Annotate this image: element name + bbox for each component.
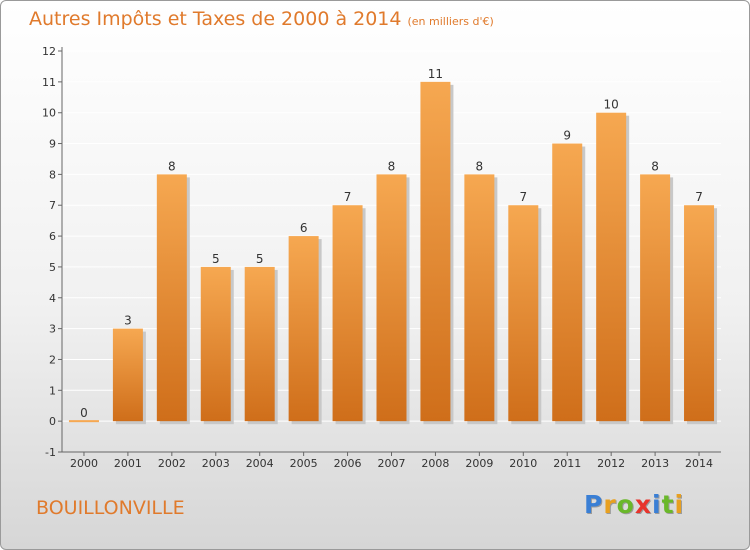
logo-letter: t <box>661 490 675 519</box>
y-tick-label: 11 <box>42 76 56 89</box>
data-label: 8 <box>168 159 176 173</box>
y-tick-label: 7 <box>49 199 56 212</box>
y-tick-label: 8 <box>49 168 56 181</box>
data-label: 7 <box>695 190 703 204</box>
y-tick-label: 6 <box>49 230 56 243</box>
bar <box>596 112 627 422</box>
data-label: 9 <box>563 129 571 143</box>
bar <box>200 266 231 422</box>
data-label: 6 <box>300 221 308 235</box>
chart-subtitle: (en milliers d'€) <box>407 15 494 28</box>
x-tick-label: 2010 <box>509 457 537 470</box>
x-tick-label: 2009 <box>465 457 493 470</box>
logo-letter: i <box>652 490 662 519</box>
commune-name: BOUILLONVILLE <box>36 497 185 519</box>
y-tick-label: -1 <box>45 446 56 459</box>
bar <box>68 420 99 423</box>
bar <box>156 174 187 422</box>
logo-letter: P <box>584 490 604 519</box>
y-tick-label: 9 <box>49 138 56 151</box>
data-label: 5 <box>212 252 220 266</box>
x-tick-label: 2007 <box>378 457 406 470</box>
bar <box>684 205 715 422</box>
y-tick-label: 2 <box>49 353 56 366</box>
data-label: 8 <box>651 159 659 173</box>
data-label: 8 <box>476 159 484 173</box>
data-label: 0 <box>80 406 88 420</box>
x-tick-label: 2008 <box>421 457 449 470</box>
y-tick-label: 10 <box>42 107 56 120</box>
bar <box>552 143 583 422</box>
bar <box>464 174 495 422</box>
data-label: 8 <box>388 159 396 173</box>
x-tick-label: 2006 <box>334 457 362 470</box>
proxiti-logo: Proxiti <box>584 490 684 519</box>
chart-title-text: Autres Impôts et Taxes de 2000 à 2014 <box>29 8 402 30</box>
chart-title: Autres Impôts et Taxes de 2000 à 2014 (en… <box>29 8 494 30</box>
y-tick-label: 4 <box>49 292 56 305</box>
bar <box>508 205 539 422</box>
data-label: 10 <box>604 98 619 112</box>
x-tick-label: 2003 <box>202 457 230 470</box>
y-tick-label: 1 <box>49 384 56 397</box>
bar <box>288 236 319 422</box>
x-tick-label: 2005 <box>290 457 318 470</box>
x-tick-label: 2000 <box>70 457 98 470</box>
x-tick-label: 2011 <box>553 457 581 470</box>
logo-letter: r <box>603 490 617 519</box>
bar <box>112 328 143 422</box>
logo-letter: i <box>674 490 685 519</box>
y-tick-label: 12 <box>42 45 56 58</box>
x-tick-label: 2014 <box>685 457 713 470</box>
data-label: 3 <box>124 314 132 328</box>
y-tick-label: 0 <box>49 415 56 428</box>
x-tick-label: 2013 <box>641 457 669 470</box>
data-label: 7 <box>344 190 352 204</box>
bar <box>332 205 363 422</box>
data-label: 11 <box>428 67 443 81</box>
bar <box>244 266 275 422</box>
bar <box>420 81 451 422</box>
data-label: 5 <box>256 252 264 266</box>
logo-letter: x <box>634 490 652 519</box>
x-tick-label: 2012 <box>597 457 625 470</box>
bar <box>640 174 671 422</box>
x-tick-label: 2002 <box>158 457 186 470</box>
bar <box>376 174 407 422</box>
logo-letter: o <box>616 490 635 519</box>
x-tick-label: 2004 <box>246 457 274 470</box>
y-tick-label: 5 <box>49 261 56 274</box>
y-tick-label: 3 <box>49 323 56 336</box>
data-label: 7 <box>519 190 527 204</box>
x-tick-label: 2001 <box>114 457 142 470</box>
